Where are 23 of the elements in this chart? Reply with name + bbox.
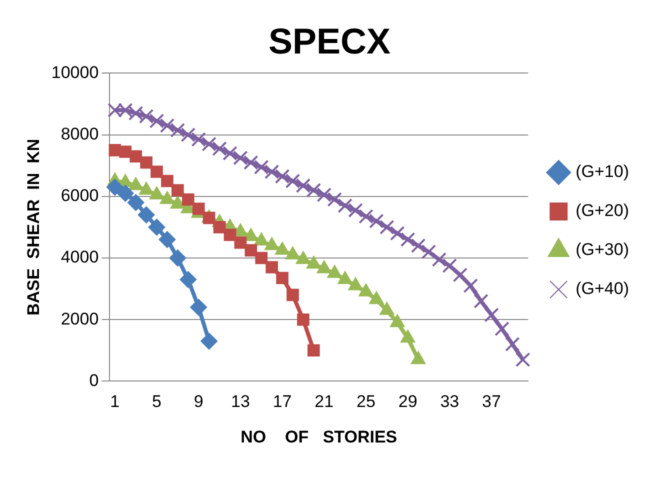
x-tick-label: 1 <box>110 392 120 412</box>
legend-label: (G+30) <box>576 240 630 260</box>
x-tick-label: 13 <box>230 392 250 412</box>
x-tick-label: 17 <box>272 392 292 412</box>
y-tick-label: 0 <box>89 370 99 390</box>
legend-label: (G+40) <box>576 279 630 298</box>
x-tick-label: 33 <box>440 392 460 412</box>
y-tick-label: 10000 <box>51 62 99 82</box>
y-tick-label: 6000 <box>60 186 99 206</box>
legend-label: (G+20) <box>576 201 630 220</box>
x-tick-label: 29 <box>398 392 418 412</box>
x-tick-label: 37 <box>482 392 501 412</box>
x-tick-label: 5 <box>152 392 162 412</box>
legend-label: (G+10) <box>576 162 630 182</box>
y-tick-label: 4000 <box>60 248 99 267</box>
x-tick-label: 9 <box>194 392 204 412</box>
chart-title: SPECX <box>268 20 391 62</box>
x-tick-label: 25 <box>356 392 376 412</box>
x-axis-title: NO OF STORIES <box>240 427 398 446</box>
y-axis-title: BASE SHEAR IN KN <box>24 138 43 316</box>
y-tick-label: 2000 <box>60 309 99 328</box>
x-tick-label: 21 <box>314 392 334 412</box>
y-tick-label: 8000 <box>60 124 99 144</box>
